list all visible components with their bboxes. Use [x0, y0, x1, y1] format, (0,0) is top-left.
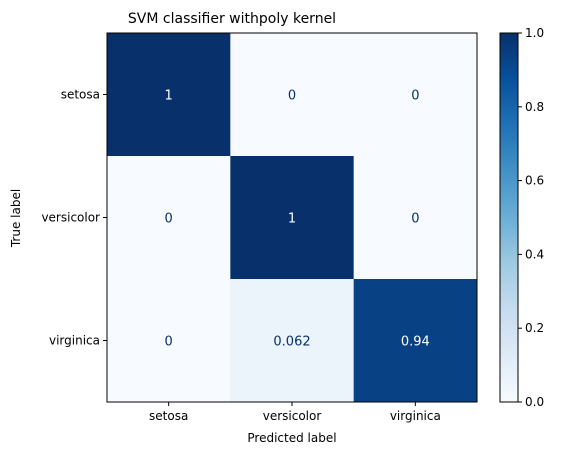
- cell-label-1-0: 0: [165, 212, 173, 227]
- heatmap-cell-0-0: [107, 33, 231, 157]
- y-axis-ticks: setosa versicolor virginica: [41, 88, 107, 348]
- heatmap-cell-2-2: [353, 279, 478, 403]
- colorbar-tick-label-2: 0.4: [525, 247, 544, 261]
- heatmap-cell-2-0: [107, 279, 231, 403]
- colorbar-tick-label-1: 0.2: [525, 321, 544, 335]
- y-tick-label-2: virginica: [49, 334, 100, 348]
- cell-label-1-1: 1: [288, 212, 296, 227]
- x-tick-label-1: versicolor: [263, 409, 322, 423]
- y-axis-label: True label: [9, 189, 23, 248]
- y-tick-label-0: setosa: [61, 88, 100, 102]
- x-tick-label-0: setosa: [149, 409, 188, 423]
- y-tick-label-1: versicolor: [41, 211, 100, 225]
- cell-label-2-0: 0: [165, 335, 173, 350]
- colorbar: [499, 32, 519, 403]
- heatmap-cell-1-2: [353, 156, 478, 280]
- colorbar-tick-label-4: 0.8: [525, 100, 544, 114]
- x-axis-ticks: setosa versicolor virginica: [149, 402, 441, 423]
- x-tick-label-2: virginica: [390, 409, 441, 423]
- colorbar-tick-label-5: 1.0: [525, 26, 544, 40]
- colorbar-ticks: 0.0 0.2 0.4 0.6 0.8 1.0: [518, 26, 544, 409]
- heatmap-cell-0-1: [230, 33, 355, 157]
- heatmap-cell-labels: 1 0 0 0 1 0 0 0.062 0.94: [165, 89, 430, 350]
- heatmap-cell-0-2: [353, 33, 478, 157]
- heatmap-cell-1-1: [230, 156, 355, 280]
- cell-label-2-2: 0.94: [401, 335, 430, 350]
- cell-label-2-1: 0.062: [273, 335, 310, 350]
- heatmap-cells: [107, 33, 478, 403]
- heatmap-cell-1-0: [107, 156, 231, 280]
- cell-label-0-2: 0: [411, 89, 419, 104]
- x-axis-label: Predicted label: [247, 431, 336, 445]
- chart-title: SVM classifier withpoly kernel: [128, 11, 336, 27]
- cell-label-1-2: 0: [411, 212, 419, 227]
- colorbar-tick-label-3: 0.6: [525, 174, 544, 188]
- cell-label-0-0: 1: [165, 89, 173, 104]
- colorbar-tick-label-0: 0.0: [525, 395, 544, 409]
- heatmap-cell-2-1: [230, 279, 355, 403]
- cell-label-0-1: 0: [288, 89, 296, 104]
